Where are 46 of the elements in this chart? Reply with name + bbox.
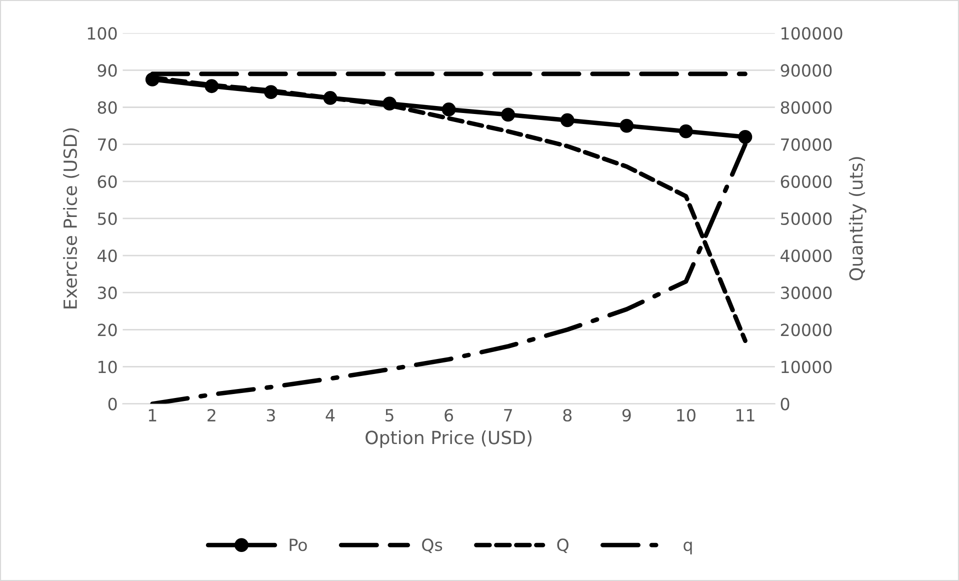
y2-tick-label: 40000 [780, 249, 832, 262]
y-tick-label: 100 [88, 27, 117, 40]
legend-label: Qs [422, 538, 442, 554]
x-tick-label: 6 [444, 408, 454, 422]
y-tick-label: 0 [108, 398, 117, 410]
y-tick-label: 40 [98, 249, 117, 262]
y-tick-label: 10 [98, 360, 117, 374]
y2-tick-label: 50000 [781, 212, 832, 226]
point [738, 130, 752, 144]
y-tick-label: 50 [98, 212, 117, 226]
y2-tick-label: 60000 [780, 175, 832, 188]
y-tick-label: 20 [98, 324, 117, 336]
x-tick-label: 10 [677, 408, 696, 422]
x-axis-title: Option Price (USD) [366, 430, 532, 448]
y2-tick-label: 100000 [782, 27, 842, 40]
legend-label: q [684, 542, 692, 554]
y2-tick-label: 80000 [780, 101, 832, 114]
point [620, 118, 634, 133]
y-tick-label: 30 [98, 286, 117, 300]
x-tick-label: 9 [622, 408, 631, 422]
x-tick-label: 2 [208, 408, 216, 422]
y2-tick-label: 10000 [782, 360, 832, 374]
y2-tick-label: 70000 [781, 138, 832, 151]
x-tick-label: 1 [148, 409, 156, 422]
legend-label: Q [557, 538, 568, 554]
x-tick-label: 3 [266, 408, 275, 422]
y2-tick-label: 90000 [780, 64, 832, 77]
y-tick-label: 80 [98, 101, 117, 114]
y2-axis-title: Quantity (uts) [848, 157, 866, 280]
x-tick-label: 4 [326, 409, 335, 422]
y2-tick-label: 30000 [781, 286, 832, 300]
point [560, 113, 574, 128]
point [442, 102, 456, 116]
x-tick-label: 5 [386, 409, 394, 422]
y2-tick-label: 0 [780, 398, 790, 410]
y-tick-label: 90 [98, 64, 117, 77]
legend-label: Po [290, 538, 307, 552]
point [501, 108, 516, 122]
y-tick-label: 60 [98, 175, 117, 188]
y-axis-title: Exercise Price (USD) [63, 128, 80, 308]
y-tick-label: 70 [98, 138, 117, 151]
x-tick-label: 7 [504, 409, 512, 422]
x-tick-label: 8 [563, 408, 572, 422]
y2-tick-label: 20000 [780, 324, 832, 336]
x-tick-label: 11 [736, 409, 754, 422]
point [679, 124, 693, 138]
